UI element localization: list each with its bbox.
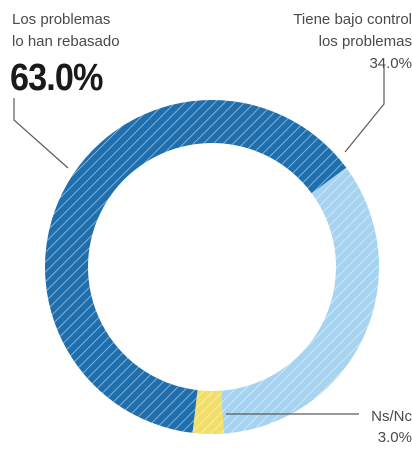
slice-problems-overwhelmed-hatch xyxy=(45,100,347,433)
slice-label-ns-nc: Ns/Nc xyxy=(371,408,412,425)
slice-label-under-control-line2: los problemas xyxy=(318,33,412,50)
slice-ns-nc-hatch xyxy=(192,390,224,434)
slice-value-under-control: 34.0% xyxy=(369,55,412,72)
slice-under-control-hatch xyxy=(220,167,379,434)
slice-value-problems-overwhelmed: 63.0% xyxy=(10,57,103,99)
slice-label-problems-overwhelmed-line2: lo han rebasado xyxy=(12,33,120,50)
slice-label-problems-overwhelmed-line1: Los problemas xyxy=(12,11,111,28)
leader-line-problems-overwhelmed xyxy=(13,98,69,169)
leader-line-under-control xyxy=(344,66,385,153)
slice-label-under-control-line1: Tiene bajo control xyxy=(293,11,412,28)
slice-value-ns-nc: 3.0% xyxy=(377,429,412,446)
